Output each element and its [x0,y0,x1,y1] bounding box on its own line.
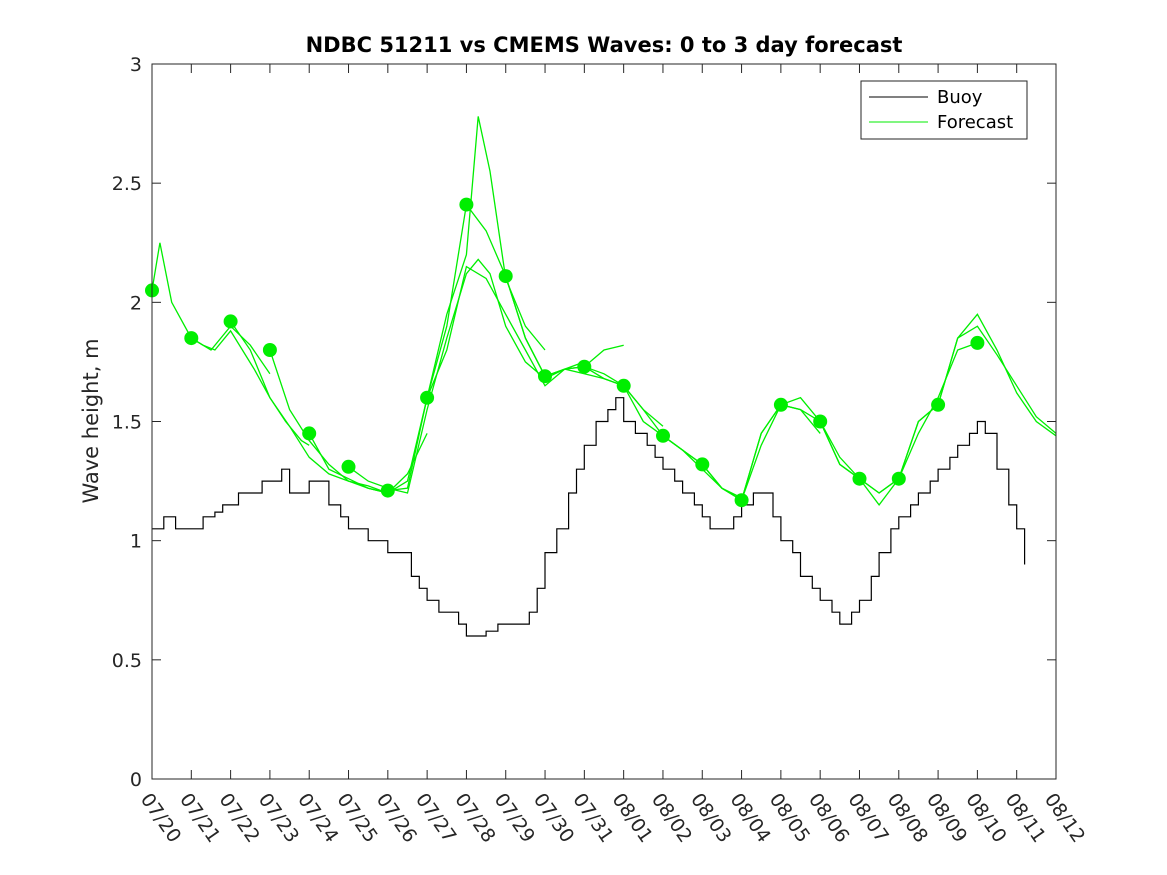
forecast-markers [145,197,985,508]
y-tick-label-3: 1.5 [112,412,142,434]
forecast-marker-11 [577,359,592,374]
forecast-marker-16 [773,397,788,412]
legend: Buoy Forecast [860,80,1028,140]
forecast-marker-2 [223,314,238,329]
y-axis-label: Wave height, m [79,338,103,503]
forecast-marker-20 [931,397,946,412]
forecast-marker-21 [970,335,985,350]
forecast-marker-12 [616,378,631,393]
forecast-marker-10 [538,369,552,384]
forecast-marker-8 [459,197,474,212]
forecast-marker-18 [852,471,867,486]
forecast-run-13 [898,313,1057,479]
forecast-marker-9 [498,269,513,284]
buoy-series [152,397,1026,637]
y-tick-label-4: 2 [130,292,142,314]
forecast-marker-3 [262,343,277,357]
forecast-marker-19 [891,471,906,486]
y-tick-label-5: 2.5 [112,173,142,195]
forecast-run-2 [230,321,389,494]
forecast-marker-4 [302,426,317,441]
y-tick-label-1: 0.5 [112,650,142,672]
forecast-marker-13 [656,428,670,443]
chart-title: NDBC 51211 vs CMEMS Waves: 0 to 3 day fo… [306,33,903,57]
y-tick-label-6: 3 [130,54,142,76]
forecast-marker-5 [341,459,356,474]
buoy-line [152,397,1026,637]
forecast-run-3 [269,349,428,494]
legend-box [860,80,1028,140]
forecast-marker-1 [184,331,199,346]
forecast-marker-17 [813,414,828,429]
forecast-marker-6 [380,483,395,498]
y-tick-label-0: 0 [130,769,142,791]
legend-label-buoy: Buoy [937,87,983,108]
forecast-marker-14 [695,457,710,472]
forecast-marker-15 [734,493,749,508]
legend-label-forecast: Forecast [937,112,1013,133]
forecast-run-4 [308,116,546,494]
y-axis-ticks: 0 0.5 1 1.5 2 2.5 3 [112,54,1056,791]
forecast-run-1 [190,329,310,446]
forecast-marker-7 [420,390,435,405]
y-tick-label-2: 1 [130,531,142,553]
